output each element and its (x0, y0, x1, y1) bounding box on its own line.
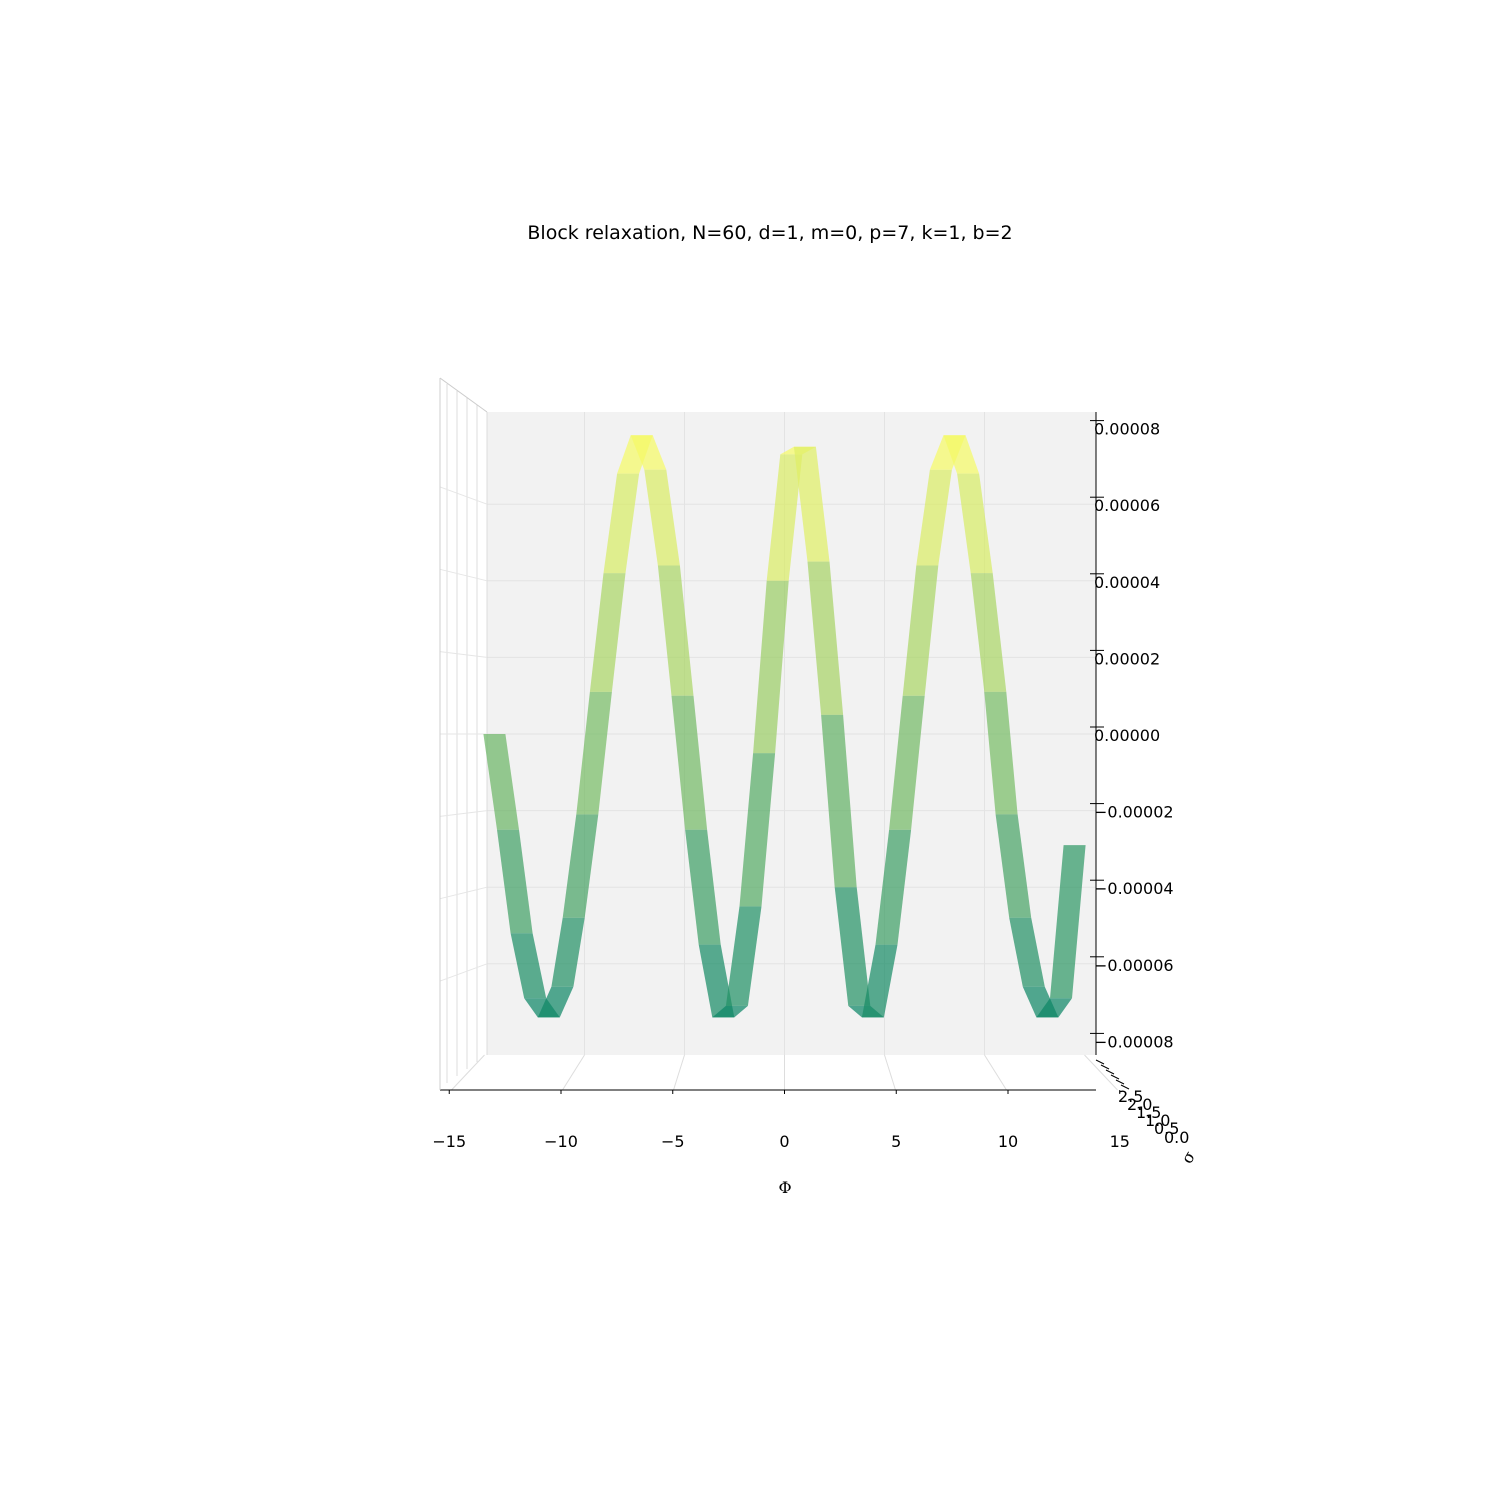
x-tick-label: 5 (891, 1132, 901, 1151)
surface-facet (630, 435, 667, 470)
y-tick-label: 2.0 (1127, 1095, 1152, 1114)
surface-facet (698, 944, 735, 1018)
surface-facet (725, 906, 762, 1006)
z-tick-label: −0.00006 (1094, 956, 1174, 975)
surface-facet (821, 714, 857, 888)
surface-facet (739, 753, 776, 907)
y-tick-mark (1100, 1064, 1110, 1070)
side-gridline-z (439, 810, 488, 817)
y-tick-label: 1.5 (1136, 1103, 1161, 1122)
surface-facet (916, 469, 952, 566)
y-axis-ticks: 0.00.51.01.52.02.5 (1095, 1059, 1189, 1147)
y-tick-mark (1105, 1069, 1115, 1075)
x-tick-label: 15 (1110, 1132, 1130, 1151)
side-gridline-z (439, 568, 488, 582)
x-tick-label: −5 (661, 1132, 685, 1151)
z-axis-ticks: 0.00008 0.00006 0.00004 0.00002 0.00000 −0.00… (1090, 420, 1174, 1051)
surface-facet (576, 691, 612, 815)
z-tick-label: 0.00002 (1094, 649, 1160, 668)
surface-facet (483, 734, 519, 830)
y-tick-mark (1120, 1084, 1130, 1090)
surface-facet (562, 814, 599, 918)
axes-frame (439, 378, 1097, 1091)
surface-facet (497, 829, 533, 934)
surface-facet (644, 469, 680, 566)
x-axis-ticks: −15 −10 −5 0 5 10 15 (432, 1090, 1130, 1151)
y-tick-mark (1115, 1079, 1125, 1085)
surface-facet (685, 829, 721, 945)
surface-facet (902, 565, 939, 696)
surface (483, 435, 1086, 1018)
surface-facet (834, 887, 871, 1006)
surface-facet (603, 473, 640, 574)
y-tick-mark (1095, 1059, 1105, 1065)
surface-facet (510, 933, 547, 999)
z-tick-label: 0.00004 (1094, 573, 1160, 592)
x-tick-label: 0 (779, 1132, 789, 1151)
surface-facet (875, 829, 912, 945)
z-tick-label: −0.00004 (1094, 879, 1174, 898)
x-tick-label: −10 (544, 1132, 578, 1151)
y-tick-mark (1110, 1074, 1120, 1080)
z-tick-label: 0.00006 (1094, 496, 1160, 515)
floor-gridline (1084, 1054, 1118, 1091)
side-top-edge (439, 377, 488, 413)
surface-facet (589, 573, 626, 692)
surface-facet (807, 561, 844, 715)
chart-title: Block relaxation, N=60, d=1, m=0, p=7, k… (527, 222, 1012, 244)
side-gridline-z (439, 651, 488, 658)
side-gridline-z (439, 486, 488, 505)
x-tick-label: −15 (432, 1132, 466, 1151)
y-tick-label: 1.0 (1145, 1111, 1170, 1130)
surface-facet (889, 695, 925, 830)
floor-gridline (884, 1054, 896, 1091)
z-tick-label: −0.00008 (1094, 1032, 1174, 1051)
surface-facet (984, 691, 1018, 815)
surface-facet (995, 814, 1032, 918)
z-tick-label: −0.00002 (1094, 803, 1174, 822)
y-tick-label: 2.5 (1118, 1087, 1143, 1106)
side-gridline-z (439, 886, 488, 900)
y-tick-label: 0.5 (1154, 1119, 1179, 1138)
z-tick-label: 0.00008 (1094, 420, 1160, 439)
surface-facet (793, 446, 830, 562)
surface-facet (753, 580, 789, 754)
x-axis-label: Φ (778, 1178, 791, 1197)
side-gridline-z (439, 963, 488, 982)
y-tick-label: 0.0 (1164, 1128, 1189, 1147)
surface-facet (943, 435, 980, 474)
surface-facet (1009, 917, 1045, 987)
surface-facet (537, 986, 574, 1018)
surface-facet (551, 917, 585, 987)
x-tick-label: 10 (998, 1132, 1018, 1151)
surface-facet (861, 944, 898, 1018)
floor-gridline (984, 1054, 1007, 1091)
surface-facet (766, 454, 803, 581)
z-tick-label: 0.00000 (1094, 726, 1160, 745)
surface-facet (1050, 845, 1086, 999)
surface-facet (657, 565, 694, 696)
surface-facet (970, 573, 1007, 692)
surface-facet (712, 1005, 748, 1018)
floor-gridline (673, 1054, 685, 1091)
surface-facet (1036, 998, 1072, 1018)
surface-facet (957, 473, 993, 574)
y-axis-label: σ (1177, 1148, 1199, 1167)
floor-gridline (562, 1054, 585, 1091)
floor-gridline (451, 1054, 485, 1091)
surface-facet (671, 695, 708, 830)
